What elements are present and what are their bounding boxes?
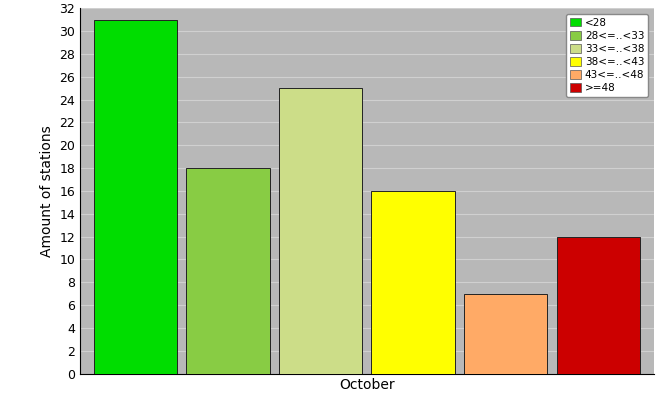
Legend: <28, 28<=..<33, 33<=..<38, 38<=..<43, 43<=..<48, >=48: <28, 28<=..<33, 33<=..<38, 38<=..<43, 43…: [566, 14, 648, 98]
Bar: [372, 191, 455, 374]
Bar: [556, 237, 640, 374]
Bar: [279, 88, 362, 374]
Bar: [94, 20, 177, 374]
Y-axis label: Amount of stations: Amount of stations: [40, 125, 54, 257]
Bar: [187, 168, 269, 374]
Bar: [464, 294, 547, 374]
